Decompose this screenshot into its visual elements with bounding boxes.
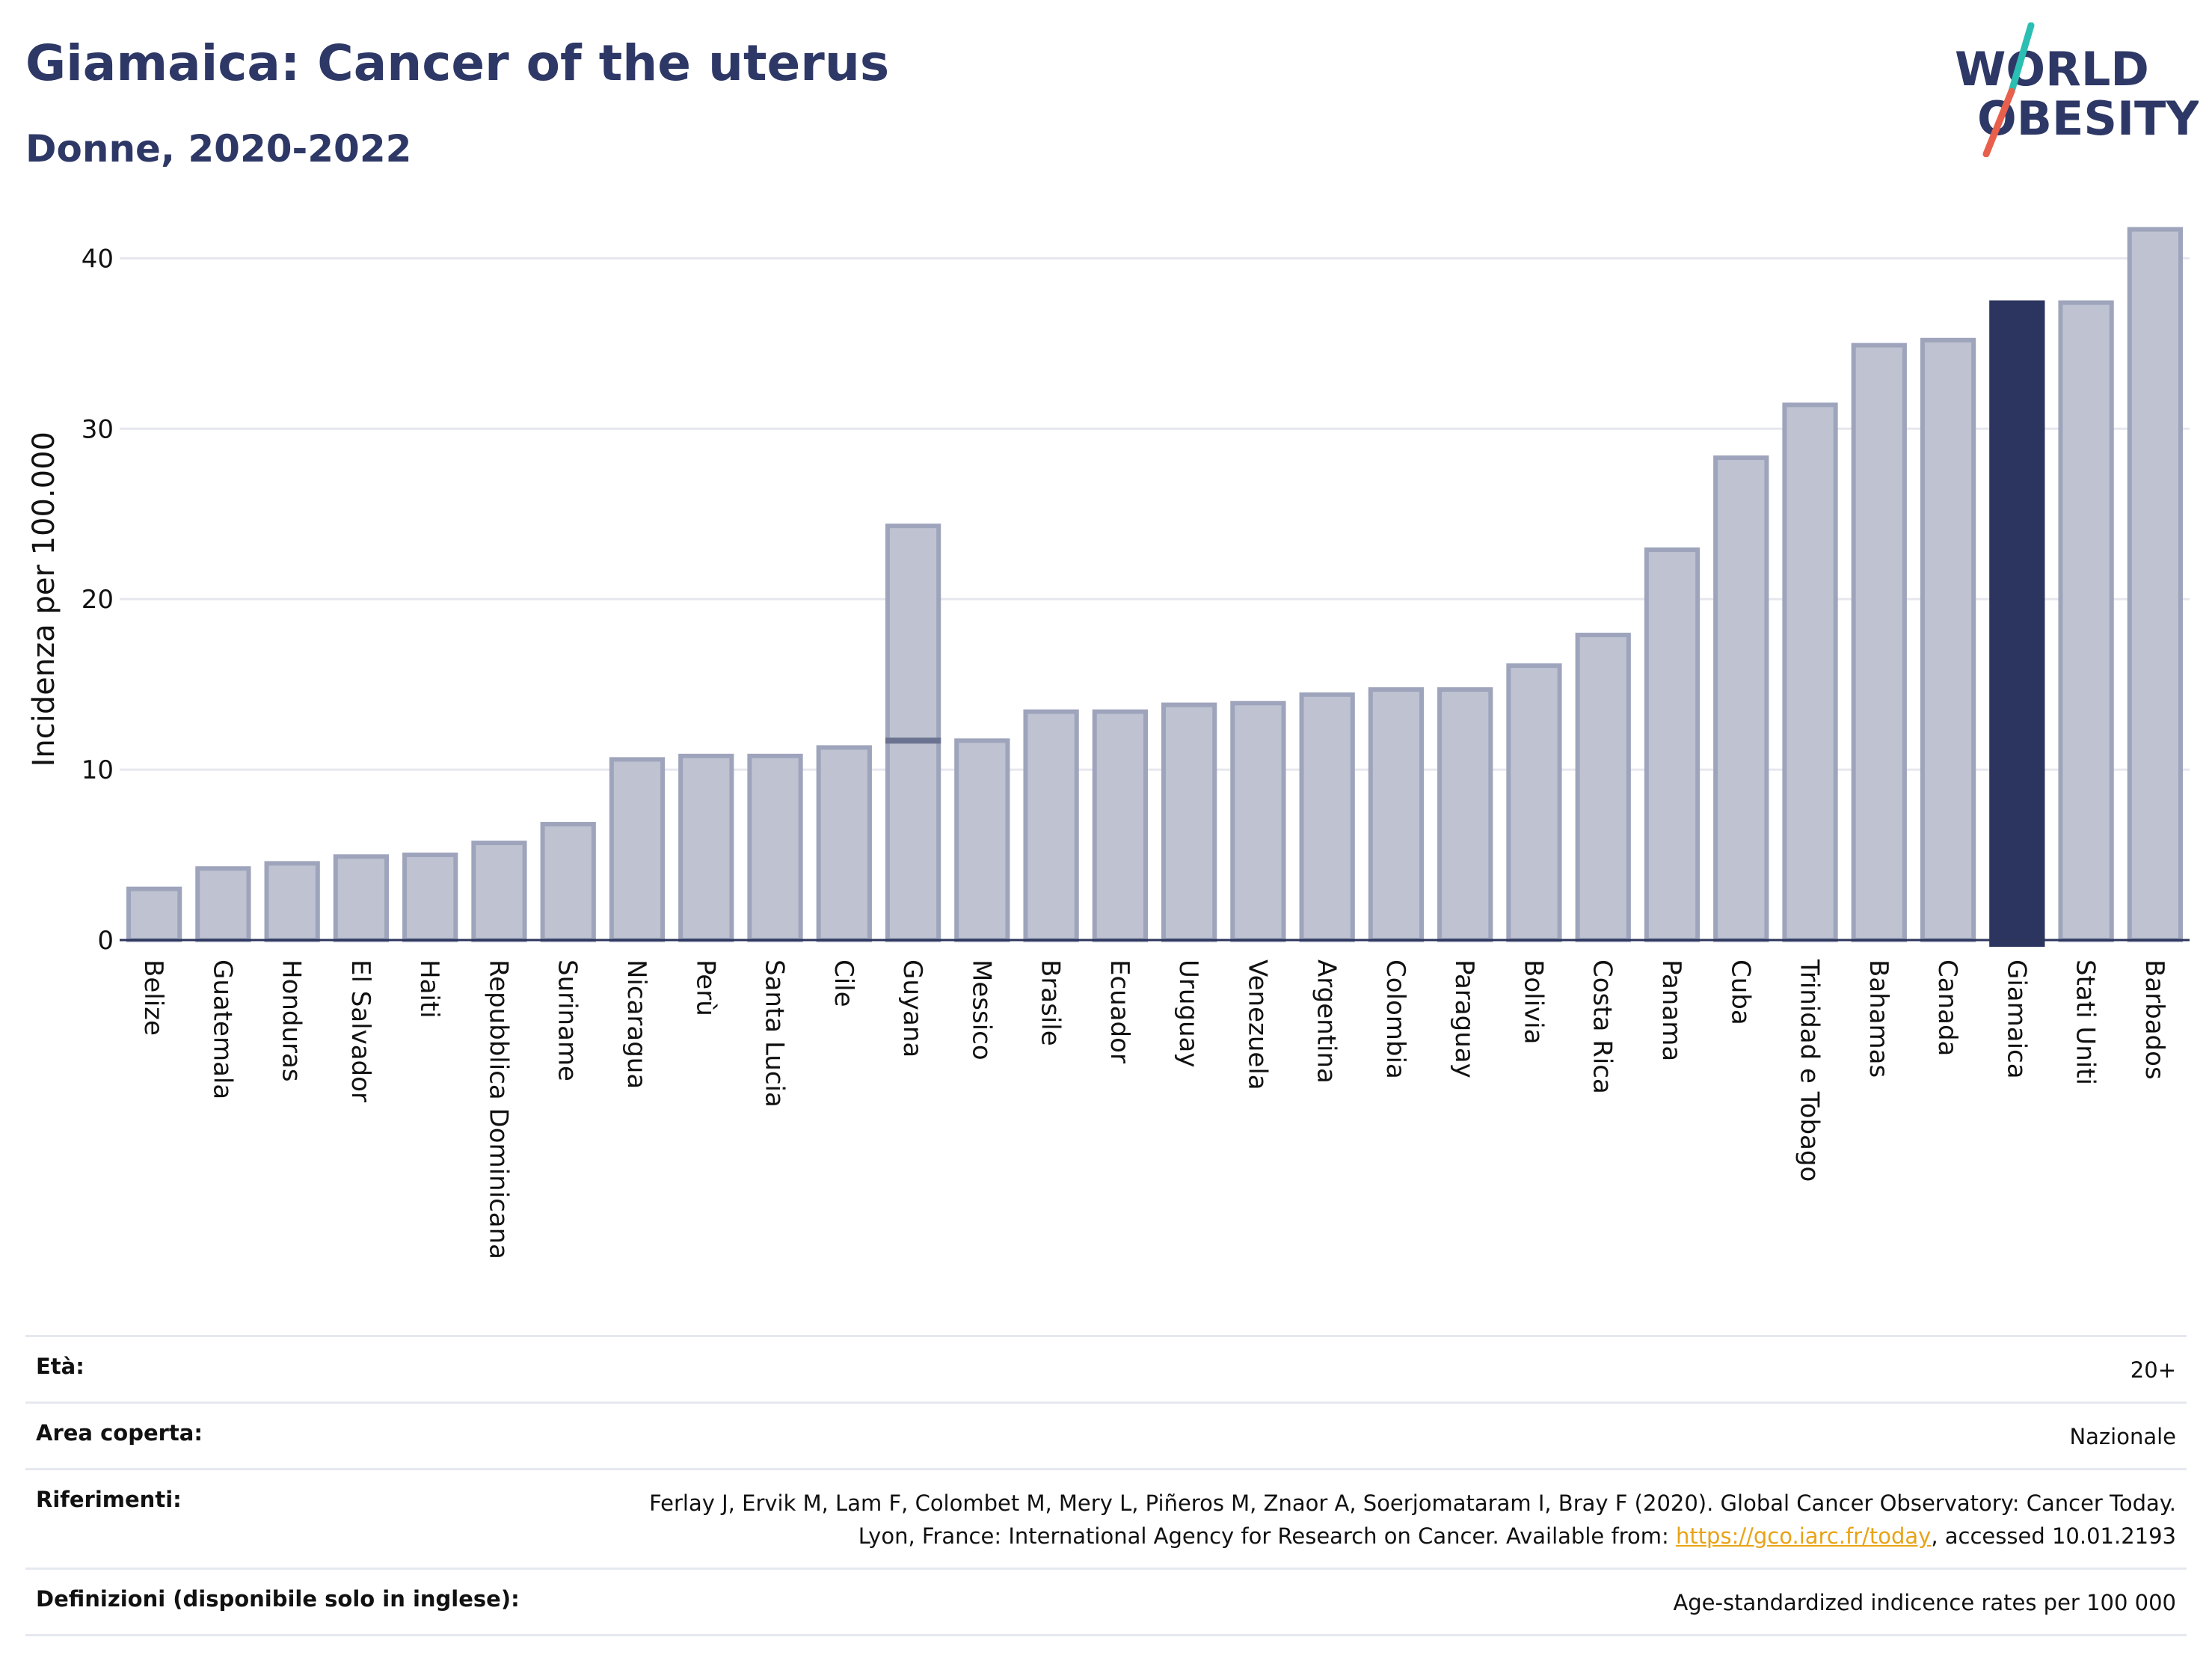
bar-nicaragua[interactable] [609, 757, 666, 942]
y-tick-label: 30 [82, 414, 114, 444]
x-tick-label: Stati Uniti [2071, 959, 2101, 1085]
bar-el-salvador[interactable] [333, 854, 390, 942]
x-tick-label: Bolivia [1518, 959, 1548, 1044]
logo-line-2: OBESITY [1977, 91, 2199, 146]
info-label: Riferimenti: [36, 1487, 182, 1512]
bar-venezuela[interactable] [1230, 701, 1286, 942]
x-tick-label: Argentina [1312, 959, 1342, 1084]
x-tick-label: Haiti [414, 959, 444, 1019]
gridlines [120, 257, 2190, 771]
info-value: Nazionale [2069, 1424, 2176, 1449]
info-row-area: Area coperta: Nazionale [25, 1401, 2187, 1468]
bar-brasile[interactable] [1023, 709, 1079, 943]
y-tick-label: 20 [82, 585, 114, 615]
bars [126, 227, 2184, 947]
logo-slash-red [1982, 87, 2015, 157]
x-tick-label: Brasile [1036, 959, 1066, 1046]
info-row-definitions: Definizioni (disponibile solo in inglese… [25, 1568, 2187, 1636]
bar-chart: 0 10 20 30 40 Belize Guatemala Honduras El Salv… [27, 227, 2190, 1259]
x-tick-label: Repubblica Dominicana [483, 959, 513, 1259]
logo-slash-teal [2008, 22, 2035, 95]
bar-bolivia[interactable] [1506, 663, 1562, 942]
bar-paraguay[interactable] [1437, 687, 1493, 942]
reference-text: Ferlay J, Ervik M, Lam F, Colombet M, Me… [649, 1490, 2176, 1549]
bar-giamaica[interactable] [1989, 300, 2045, 947]
x-tick-label: Panama [1656, 959, 1686, 1061]
bar-panama[interactable] [1644, 547, 1701, 942]
bar-argentina[interactable] [1299, 692, 1355, 942]
bar-colombia[interactable] [1368, 687, 1425, 942]
x-tick-label: Belize [138, 959, 168, 1036]
info-value: 20+ [2130, 1357, 2176, 1383]
x-tick-label: Guyana [897, 959, 927, 1057]
x-tick-label: Paraguay [1449, 959, 1479, 1078]
info-table: Età: 20+ Area coperta: Nazionale Riferim… [25, 1335, 2187, 1636]
bar-canada[interactable] [1920, 337, 1976, 942]
info-row-age: Età: 20+ [25, 1335, 2187, 1401]
x-tick-label: Venezuela [1242, 959, 1272, 1090]
logo-line-1: WORLD [1955, 42, 2149, 96]
info-label: Età: [36, 1354, 85, 1379]
x-tick-label: Cuba [1725, 959, 1755, 1025]
x-tick-label: Costa Rica [1588, 959, 1617, 1094]
y-tick-label: 10 [82, 755, 114, 785]
bar-cuba[interactable] [1713, 455, 1769, 942]
x-tick-label: Perù [690, 959, 720, 1016]
info-value-references: Ferlay J, Ervik M, Lam F, Colombet M, Me… [621, 1487, 2176, 1553]
x-tick-label: Messico [966, 959, 996, 1060]
x-axis-labels: Belize Guatemala Honduras El Salvador Haiti R… [138, 959, 2169, 1259]
y-tick-label: 0 [97, 926, 114, 956]
info-label: Area coperta: [36, 1420, 203, 1446]
x-tick-label: El Salvador [345, 959, 375, 1102]
x-tick-label: Cile [829, 959, 858, 1007]
x-tick-label: Honduras [277, 959, 307, 1082]
x-tick-label: Canada [1932, 959, 1962, 1056]
x-tick-label: Uruguay [1173, 959, 1203, 1068]
chart-subtitle: Donne, 2020-2022 [25, 127, 412, 171]
world-obesity-logo: WORLD OBESITY [1955, 22, 2199, 157]
info-value: Age-standardized indicence rates per 100… [1673, 1590, 2176, 1615]
reference-link[interactable]: https://gco.iarc.fr/today [1675, 1523, 1932, 1549]
x-tick-label: Ecuador [1105, 959, 1134, 1063]
bar-guyana[interactable] [885, 523, 941, 942]
x-tick-label: Colombia [1380, 959, 1410, 1079]
reference-accessed: , accessed 10.01.2193 [1931, 1523, 2176, 1549]
bar-trinidad-e-tobago[interactable] [1782, 402, 1838, 942]
bar-bahamas[interactable] [1851, 343, 1907, 942]
bar-uruguay[interactable] [1161, 702, 1217, 942]
x-tick-label: Santa Lucia [760, 959, 790, 1108]
bar-repubblica-dominicana[interactable] [471, 841, 527, 942]
x-tick-label: Bahamas [1864, 959, 1893, 1078]
bar-ecuador[interactable] [1092, 709, 1149, 943]
y-axis-ticks: 0 10 20 30 40 [82, 244, 114, 956]
bar-barbados[interactable] [2127, 227, 2184, 942]
bar-honduras[interactable] [264, 861, 320, 943]
x-tick-label: Suriname [553, 959, 583, 1081]
bar-costa-rica[interactable] [1575, 633, 1631, 942]
x-tick-label: Guatemala [207, 959, 237, 1099]
bar-messico[interactable] [954, 738, 1010, 942]
x-tick-label: Barbados [2139, 959, 2169, 1080]
info-label: Definizioni (disponibile solo in inglese… [36, 1586, 520, 1612]
y-tick-label: 40 [82, 244, 114, 274]
chart-title: Giamaica: Cancer of the uterus [25, 34, 890, 92]
bar-santa-lucia[interactable] [747, 753, 803, 943]
bar-cile[interactable] [816, 745, 872, 942]
bar-guatemala[interactable] [195, 866, 251, 942]
x-tick-label: Nicaragua [621, 959, 651, 1089]
x-tick-label: Trinidad e Tobago [1795, 959, 1825, 1182]
bar-haiti[interactable] [402, 853, 458, 942]
bar-suriname[interactable] [540, 822, 596, 943]
bar-belize[interactable] [126, 886, 182, 943]
bar-per-[interactable] [678, 753, 734, 943]
info-row-references: Riferimenti: Ferlay J, Ervik M, Lam F, C… [25, 1468, 2187, 1568]
bar-stati-uniti[interactable] [2058, 300, 2114, 942]
x-tick-label: Giamaica [2001, 959, 2031, 1079]
y-axis-title: Incidenza per 100.000 [27, 432, 61, 767]
